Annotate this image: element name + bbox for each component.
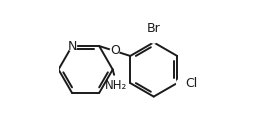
- Text: Cl: Cl: [185, 77, 197, 90]
- Text: NH₂: NH₂: [105, 79, 127, 92]
- Text: Br: Br: [147, 22, 161, 35]
- Circle shape: [110, 47, 119, 55]
- Circle shape: [176, 80, 184, 87]
- Text: N: N: [67, 39, 77, 53]
- Circle shape: [150, 36, 157, 43]
- Text: O: O: [110, 44, 120, 58]
- Circle shape: [68, 42, 77, 50]
